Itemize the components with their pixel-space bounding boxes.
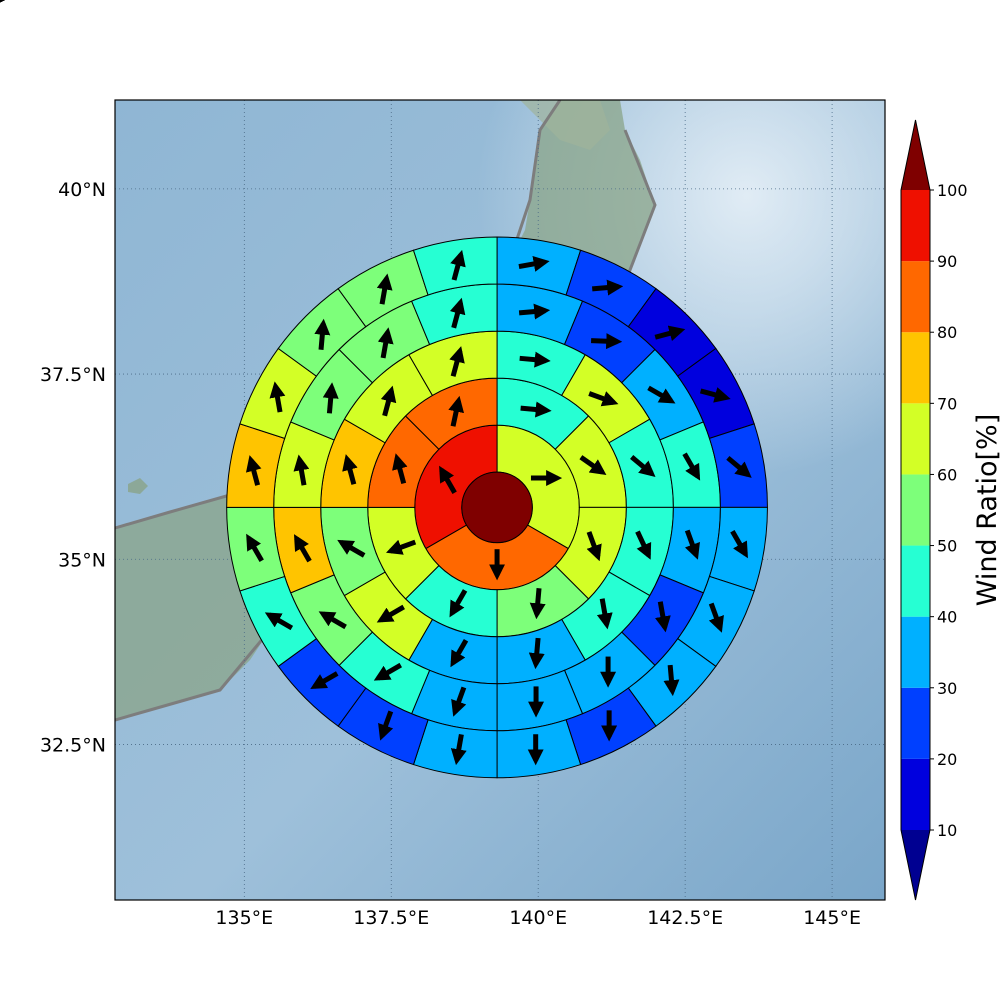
colorbar-segment xyxy=(901,261,930,333)
wind-arrow xyxy=(386,539,417,555)
y-tick-label: 32.5°N xyxy=(40,734,106,756)
colorbar-segment xyxy=(901,332,930,404)
wind-arrow xyxy=(588,391,619,407)
wind-arrow xyxy=(245,455,262,486)
wind-arrow xyxy=(376,604,405,623)
wind-arrow xyxy=(708,602,724,633)
colorbar-tick-label: 20 xyxy=(937,750,957,769)
wind-arrow xyxy=(730,530,748,559)
wind-arrow xyxy=(310,671,339,690)
wind-arrow xyxy=(449,346,465,377)
colorbar: 10 20 30 40 50 60 70 80 90 100 xyxy=(900,119,968,901)
wind-arrow xyxy=(373,662,403,681)
wind-arrow xyxy=(630,455,656,477)
colorbar-tick-label: 70 xyxy=(937,394,957,413)
wind-arrow xyxy=(314,318,331,350)
wind-arrow xyxy=(663,664,680,697)
island-left xyxy=(128,478,148,494)
wind-arrow xyxy=(342,454,358,485)
wind-arrow xyxy=(591,279,624,296)
wind-arrow xyxy=(451,686,467,717)
colorbar-segment xyxy=(901,190,930,262)
wind-rose xyxy=(227,237,768,779)
colorbar-tick-label: 40 xyxy=(937,608,957,627)
wind-arrow xyxy=(655,601,671,633)
wind-arrow xyxy=(699,387,731,403)
colorbar-tick-label: 30 xyxy=(937,679,957,698)
colorbar-segment xyxy=(901,687,930,759)
wind-arrow xyxy=(439,465,457,494)
map-frame xyxy=(114,99,886,901)
colorbar-segment xyxy=(901,474,930,546)
wind-arrow xyxy=(635,530,652,560)
wind-arrow xyxy=(449,297,466,329)
colorbar-segment xyxy=(901,545,930,617)
wind-arrow xyxy=(449,589,468,618)
wind-arrow xyxy=(528,637,545,670)
wind-arrow xyxy=(337,539,366,558)
wind-arrow xyxy=(318,611,347,630)
wind-arrow xyxy=(246,533,264,562)
colorbar-tick-label: 60 xyxy=(937,465,957,484)
wind-arrow xyxy=(377,327,394,359)
wind-arrow xyxy=(591,333,623,350)
colorbar-tick-label: 90 xyxy=(937,252,957,271)
center-circle xyxy=(461,471,533,544)
y-tick-label: 40°N xyxy=(58,179,106,201)
wind-arrow xyxy=(380,385,397,417)
wind-arrow xyxy=(579,455,607,476)
wind-arrow xyxy=(518,303,551,320)
wind-arrow xyxy=(293,454,310,486)
wind-arrow xyxy=(682,452,701,481)
x-tick-label: 140°E xyxy=(509,907,567,929)
colorbar-segment xyxy=(901,403,930,475)
x-tick-label: 142.5°E xyxy=(647,907,723,929)
land-north-hokkaido xyxy=(520,100,610,150)
wind-arrow xyxy=(654,325,686,342)
wind-arrow xyxy=(378,710,394,741)
wind-arrow xyxy=(529,588,546,620)
colorbar-tick-label: 80 xyxy=(937,323,957,342)
x-axis-ticks: 135°E 137.5°E 140°E 142.5°E 145°E xyxy=(215,907,861,929)
x-tick-label: 145°E xyxy=(803,907,861,929)
colorbar-tick-label: 50 xyxy=(937,537,957,556)
x-tick-label: 135°E xyxy=(215,907,273,929)
wind-arrow xyxy=(726,455,752,478)
wind-arrows xyxy=(245,249,752,766)
wind-arrow xyxy=(450,639,469,668)
colorbar-extend-bottom xyxy=(901,830,930,900)
wind-arrow xyxy=(450,249,466,281)
wind-arrow xyxy=(450,734,467,766)
colorbar-segment xyxy=(901,616,930,688)
wind-arrow xyxy=(596,598,613,630)
wind-arrow xyxy=(392,453,408,484)
colorbar-tick-label: 10 xyxy=(937,821,957,840)
wind-arrow xyxy=(264,612,294,631)
wind-arrow xyxy=(684,529,700,560)
wind-arrow xyxy=(647,385,676,404)
wind-arrow xyxy=(519,351,551,368)
wind-arrow xyxy=(376,273,393,305)
colorbar-label: Wind Ratio[%] xyxy=(972,414,1000,606)
wind-arrow xyxy=(586,531,602,562)
x-tick-label: 137.5°E xyxy=(353,907,429,929)
y-tick-label: 35°N xyxy=(58,549,106,571)
wind-arrow xyxy=(269,381,286,413)
wind-arrow xyxy=(322,382,339,414)
y-axis-ticks: 32.5°N 35°N 37.5°N 40°N xyxy=(40,179,106,757)
wind-arrow xyxy=(520,401,552,418)
colorbar-extend-top xyxy=(901,120,930,190)
colorbar-tick-label: 100 xyxy=(937,181,968,200)
wind-arrow xyxy=(448,395,465,427)
colorbar-segment xyxy=(901,758,930,830)
y-tick-label: 37.5°N xyxy=(40,364,106,386)
wind-arrow xyxy=(293,534,312,563)
wind-arrow xyxy=(518,256,550,272)
